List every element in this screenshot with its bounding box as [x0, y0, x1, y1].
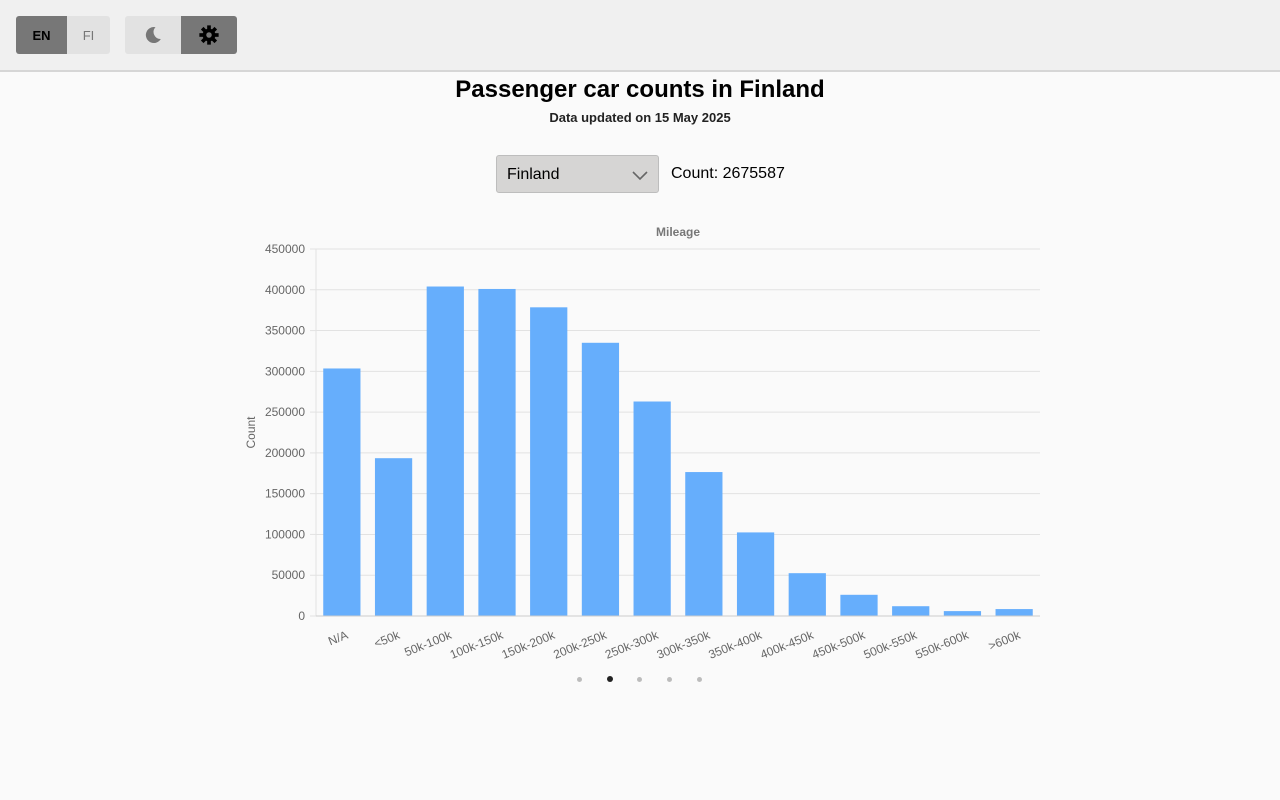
x-tick-label: 400k-450k [758, 627, 816, 661]
data-updated-text: Data updated on 15 May 2025 [549, 110, 731, 125]
y-tick-label: 100000 [265, 527, 305, 541]
x-tick-label: 550k-600k [913, 627, 971, 661]
page-title: Passenger car counts in Finland [455, 76, 825, 103]
y-tick-label: 150000 [265, 487, 305, 501]
bar-150k-200k [530, 307, 568, 616]
region-select-value: Finland [507, 166, 560, 183]
bar-200k-250k [581, 342, 620, 616]
chart-title: Mileage [656, 225, 700, 239]
count-text: Count: 2675587 [671, 165, 785, 182]
region-select[interactable]: Finland [496, 155, 659, 193]
chevron-down-icon [632, 171, 648, 181]
carousel-dot[interactable] [577, 677, 582, 682]
x-tick-label: 300k-350k [655, 627, 713, 661]
x-tick-label: 500k-550k [862, 627, 920, 661]
bar-100k-150k [478, 288, 516, 616]
chart-carousel-dots [574, 676, 714, 686]
bar->600k [995, 609, 1033, 616]
moon-icon [145, 27, 161, 44]
language-fi-button[interactable]: FI [67, 16, 110, 54]
x-tick-label: 450k-500k [810, 627, 868, 661]
x-tick-label: >600k [986, 627, 1023, 653]
y-tick-label: 350000 [265, 324, 305, 338]
language-toggle: EN FI [16, 16, 110, 54]
settings-theme-button[interactable] [181, 16, 237, 54]
carousel-dot[interactable] [667, 677, 672, 682]
bar-<50k [374, 458, 413, 616]
language-en-button[interactable]: EN [16, 16, 67, 54]
top-bar: EN FI [0, 0, 1280, 72]
theme-toggle [125, 16, 237, 54]
carousel-dot[interactable] [637, 677, 642, 682]
y-tick-label: 0 [298, 609, 305, 623]
bar-300k-350k [685, 472, 723, 616]
mileage-bar-chart: Mileage Count 0 50000 100000 150000 200000 2500… [244, 225, 1040, 662]
gear-icon [199, 25, 219, 45]
x-tick-label: 50k-100k [402, 627, 454, 659]
bar-450k-500k [840, 594, 878, 616]
y-tick-label: 50000 [272, 568, 306, 582]
x-tick-label: 200k-250k [551, 627, 609, 661]
bar-N/A [323, 368, 361, 616]
x-tick-label: <50k [372, 627, 403, 650]
y-tick-label: 400000 [265, 283, 305, 297]
bar-400k-450k [788, 573, 826, 616]
y-tick-label: 300000 [265, 364, 305, 378]
bar-500k-550k [892, 606, 930, 616]
carousel-dot[interactable] [697, 677, 702, 682]
x-tick-label: 250k-300k [603, 627, 661, 661]
bar-250k-300k [633, 401, 671, 616]
x-tick-label: 100k-150k [448, 627, 506, 661]
dark-theme-button[interactable] [125, 16, 181, 54]
y-tick-label: 250000 [265, 405, 305, 419]
bar-350k-400k [736, 532, 775, 616]
bar-550k-600k [943, 611, 982, 616]
y-tick-label: 450000 [265, 242, 305, 256]
y-axis-label: Count [244, 416, 258, 449]
y-tick-label: 200000 [265, 446, 305, 460]
x-tick-label: 150k-200k [500, 627, 558, 661]
carousel-dot[interactable] [607, 676, 613, 682]
bar-50k-100k [426, 286, 464, 616]
x-tick-label: 350k-400k [706, 627, 764, 661]
x-tick-label: N/A [326, 628, 350, 648]
